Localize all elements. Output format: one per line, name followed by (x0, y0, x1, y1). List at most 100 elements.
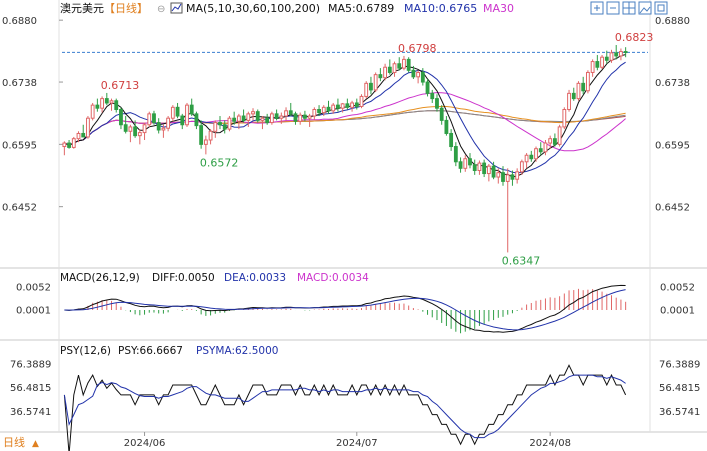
candle-body (307, 115, 312, 119)
candle-body (133, 126, 138, 137)
candle-body (288, 110, 293, 115)
psyma-line (63, 374, 626, 439)
fullscreen-icon[interactable] (654, 1, 668, 15)
candle-body (241, 115, 246, 121)
candle-body (439, 107, 444, 121)
candle-body (387, 66, 392, 73)
candle-body (345, 103, 350, 108)
zoom-out-icon[interactable] (606, 1, 620, 15)
candle-body (137, 132, 142, 137)
price-annotation-label: 0.6713 (101, 79, 140, 92)
candle-body (156, 122, 161, 131)
psy-tick-label-right: 76.3889 (659, 360, 700, 371)
candle-body (302, 114, 307, 119)
candle-body (175, 106, 180, 117)
candle-body (595, 61, 600, 68)
candle-body (170, 106, 175, 119)
psy-value: PSY:66.6667 (118, 345, 183, 357)
candle-body (486, 165, 491, 175)
zoom-in-icon[interactable] (590, 1, 604, 15)
time-tick-label: 2024/06 (124, 438, 166, 449)
macd-name: MACD(26,12,9) (60, 272, 140, 284)
candle-body (128, 126, 133, 132)
ma-settings-icon[interactable] (170, 2, 183, 14)
candle-body (402, 58, 406, 69)
candle-body (284, 110, 288, 117)
candle-body (477, 162, 482, 171)
psy-tick-label-right: 36.5741 (659, 407, 700, 418)
price-tick-label-right: 0.6452 (655, 203, 690, 214)
candle-body (90, 104, 95, 119)
candle-body (336, 104, 340, 109)
candle-body (298, 114, 303, 122)
psy-chart (63, 364, 627, 451)
candle-body (501, 172, 505, 182)
candle-body (444, 119, 449, 134)
macd-tick-label-right: 0.0052 (660, 283, 695, 294)
candle-body (378, 74, 383, 79)
macd-dea-value: DEA:0.0033 (224, 272, 286, 284)
psy-name: PSY(12,6) (60, 345, 111, 357)
candle-body (203, 139, 208, 145)
candle-body (359, 95, 364, 107)
period-label[interactable]: 【日线】 (104, 1, 148, 15)
image-icon[interactable] (638, 1, 652, 15)
triangle-up-icon[interactable]: ▲ (32, 439, 39, 449)
candle-body (62, 142, 67, 148)
candle-body (260, 117, 265, 121)
psy-tick-label-left: 36.5741 (10, 407, 51, 418)
candle-body (585, 71, 590, 92)
candle-body (567, 92, 571, 110)
price-tick-label-left: 0.6595 (2, 140, 37, 151)
candle-body (468, 158, 472, 166)
candle-body (166, 117, 171, 129)
candle-body (222, 124, 227, 130)
candle-body (614, 52, 619, 57)
candle-body (274, 113, 279, 119)
candle-body (114, 100, 119, 110)
candle-body (392, 63, 397, 73)
ma10-value: MA10:0.6765 (404, 2, 477, 15)
candle-body (100, 98, 105, 109)
candle-body (496, 172, 501, 178)
candle-body (425, 81, 430, 94)
macd-tick-label-right: 0.0001 (660, 306, 695, 317)
candle-body (529, 154, 534, 160)
time-axis: 2024/06 2024/07 2024/08 (124, 432, 571, 449)
collapse-icon[interactable]: ⊖ (157, 4, 165, 15)
psy-tick-label-left: 76.3889 (10, 360, 51, 371)
candle-body (472, 164, 477, 171)
candle-body (161, 127, 166, 131)
candle-body (435, 98, 439, 109)
footer-period-tab[interactable]: 日线 (3, 435, 25, 449)
candle-body (180, 115, 185, 126)
candle-body (331, 104, 336, 112)
time-tick-label: 2024/07 (336, 438, 378, 449)
candle-body (416, 71, 421, 78)
candle-body (519, 161, 524, 173)
psy-tick-label-right: 56.4815 (659, 383, 700, 394)
candle-body (534, 148, 538, 160)
candle-body (317, 109, 321, 114)
candle-body (147, 113, 152, 126)
candle-body (236, 115, 241, 122)
candle-body (119, 109, 123, 126)
candle-body (571, 92, 576, 100)
candle-body (354, 102, 359, 107)
macd-chart (64, 284, 627, 334)
candle-body (364, 82, 369, 97)
candle-body (453, 146, 458, 163)
macd-diff-value: DIFF:0.0050 (152, 272, 215, 284)
grid-icon[interactable] (622, 1, 636, 15)
price-annotation-label: 0.6823 (615, 31, 654, 44)
candle-body (123, 124, 128, 132)
candle-body (218, 122, 222, 126)
candle-body (71, 138, 76, 148)
candle-body (246, 113, 251, 121)
candle-body (449, 132, 454, 148)
candle-body (213, 122, 218, 132)
candle-body (321, 106, 326, 114)
candle-body (251, 111, 255, 115)
psy-axis: 76.3889 76.3889 56.4815 56.4815 36.5741 36.57… (10, 360, 700, 418)
